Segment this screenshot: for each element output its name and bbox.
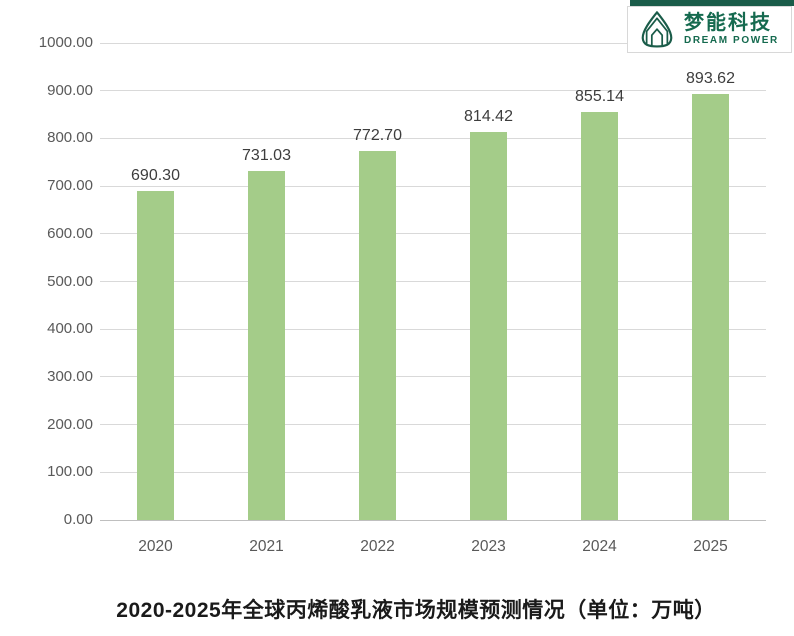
y-axis-tick-label: 100.00 [47, 463, 93, 481]
y-axis-tick-label: 700.00 [47, 177, 93, 195]
bar-2020 [137, 190, 174, 520]
bar-2021 [248, 171, 285, 520]
bar-value-label: 814.42 [464, 107, 513, 125]
y-axis-tick-label: 800.00 [47, 129, 93, 147]
bar-value-label: 731.03 [242, 147, 291, 165]
logo-company-name-en: DREAM POWER [684, 35, 779, 46]
bar-2023 [470, 131, 507, 520]
x-axis-tick-label: 2024 [582, 538, 617, 555]
bar-value-label: 855.14 [575, 88, 624, 106]
gridline [100, 42, 766, 44]
bar-2024 [581, 112, 618, 520]
gridline [100, 424, 766, 426]
y-axis-tick-label: 400.00 [47, 320, 93, 338]
y-axis-tick-label: 500.00 [47, 272, 93, 290]
logo-text: 梦能科技 DREAM POWER [684, 13, 779, 46]
dream-power-emblem-icon [641, 10, 673, 47]
company-logo: 梦能科技 DREAM POWER [627, 6, 792, 53]
gridline [100, 185, 766, 187]
y-axis-tick-label: 0.00 [63, 511, 93, 528]
gridline [100, 471, 766, 473]
chart-title: 2020-2025年全球丙烯酸乳液市场规模预测情况（单位：万吨） [116, 599, 716, 622]
bar-value-label: 772.70 [353, 127, 402, 145]
gridline [100, 376, 766, 378]
bar-value-label: 893.62 [686, 69, 735, 87]
x-axis-tick-label: 2023 [471, 538, 506, 555]
y-axis-tick-label: 200.00 [47, 415, 93, 433]
gridline [100, 233, 766, 235]
gridline [100, 328, 766, 330]
y-axis-tick-label: 900.00 [47, 81, 93, 99]
bar-value-label: 690.30 [131, 166, 180, 184]
gridline [100, 90, 766, 92]
x-axis-tick-label: 2021 [249, 538, 284, 555]
x-axis-tick-label: 2022 [360, 538, 395, 555]
y-axis-tick-label: 1000.00 [38, 34, 93, 51]
bar-2025 [692, 93, 729, 520]
bar-chart: 0.00 100.00 200.00 300.00 400.00 500.00 600.00… [38, 34, 766, 555]
y-axis-tick-label: 600.00 [47, 224, 93, 242]
logo-company-name-cn: 梦能科技 [684, 12, 772, 34]
x-axis-line [100, 519, 766, 521]
bar-2022 [359, 151, 396, 520]
x-axis-tick-label: 2020 [138, 538, 173, 555]
gridline [100, 281, 766, 282]
gridline [100, 137, 766, 139]
x-axis-tick-label: 2025 [693, 538, 728, 555]
logo-top-bar [630, 0, 794, 6]
y-axis-tick-label: 300.00 [47, 367, 93, 385]
